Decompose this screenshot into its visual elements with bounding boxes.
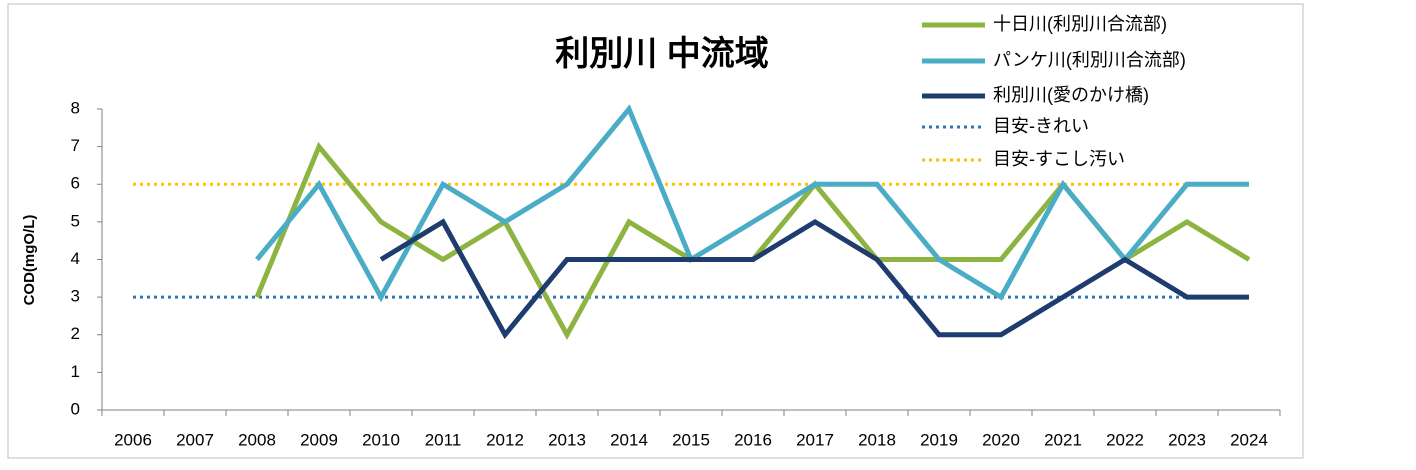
- y-tick-label: 8: [71, 98, 80, 117]
- x-tick-label: 2024: [1230, 430, 1268, 449]
- x-tick-label: 2011: [425, 430, 462, 449]
- y-tick-label: 6: [71, 174, 80, 193]
- x-tick-label: 2021: [1044, 430, 1082, 449]
- x-tick-label: 2007: [176, 430, 214, 449]
- legend-label: 利別川(愛のかけ橋): [993, 85, 1149, 105]
- x-tick-label: 2006: [114, 430, 152, 449]
- legend-label: 目安-すこし汚い: [993, 149, 1125, 169]
- x-tick-label: 2013: [548, 430, 586, 449]
- x-tick-label: 2023: [1168, 430, 1206, 449]
- y-axis-label: COD(mgO/L): [21, 215, 38, 306]
- y-tick-label: 3: [71, 287, 80, 306]
- y-tick-label: 1: [71, 362, 80, 381]
- x-tick-label: 2008: [238, 430, 276, 449]
- x-tick-label: 2017: [796, 430, 834, 449]
- series-line: [379, 218, 1249, 340]
- y-tick-label: 5: [71, 211, 80, 230]
- y-tick-label: 4: [71, 249, 80, 268]
- x-tick-label: 2014: [610, 430, 648, 449]
- x-tick-label: 2019: [920, 430, 958, 449]
- legend-label: 目安-きれい: [993, 116, 1089, 136]
- x-tick-label: 2009: [300, 430, 338, 449]
- y-tick-label: 0: [71, 399, 80, 418]
- legend-label: パンケ川(利別川合流部): [993, 50, 1186, 70]
- x-tick-label: 2010: [362, 430, 400, 449]
- x-tick-label: 2015: [672, 430, 710, 449]
- x-tick-label: 2020: [982, 430, 1020, 449]
- legend-label: 十日川(利別川合流部): [993, 14, 1167, 34]
- x-tick-label: 2018: [858, 430, 896, 449]
- chart-title: 利別川 中流域: [555, 35, 768, 73]
- y-tick-label: 2: [71, 324, 80, 343]
- series-line: [255, 104, 1249, 303]
- chart-frame: [7, 3, 1304, 459]
- x-tick-label: 2016: [734, 430, 772, 449]
- x-tick-label: 2012: [486, 430, 524, 449]
- y-tick-label: 7: [71, 136, 80, 155]
- x-tick-label: 2022: [1106, 430, 1144, 449]
